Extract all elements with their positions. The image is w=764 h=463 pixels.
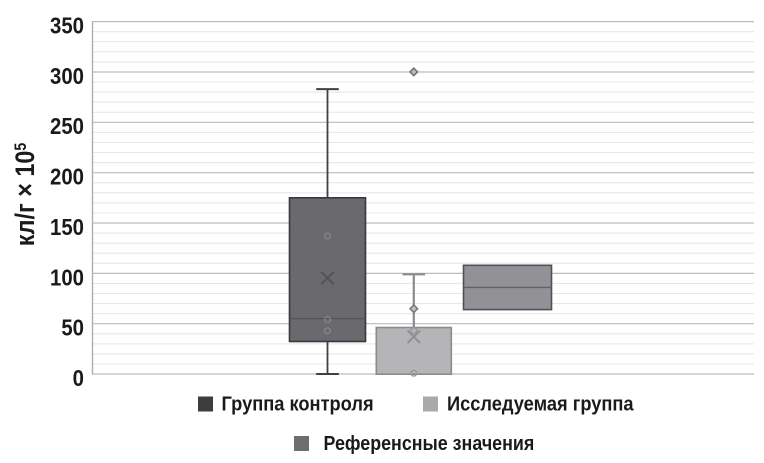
svg-text:250: 250: [50, 113, 84, 140]
svg-text:50: 50: [61, 314, 84, 341]
svg-text:200: 200: [50, 163, 84, 190]
svg-text:300: 300: [50, 63, 84, 90]
svg-text:Группа контроля: Группа контроля: [222, 394, 374, 416]
svg-text:0: 0: [73, 365, 84, 392]
svg-text:100: 100: [50, 264, 84, 291]
svg-text:350: 350: [50, 12, 84, 39]
svg-text:150: 150: [50, 214, 84, 241]
svg-text:Референсные значения: Референсные значения: [324, 433, 535, 455]
svg-text:Исследуемая группа: Исследуемая группа: [447, 394, 634, 416]
svg-text:кл/г × 105: кл/г × 105: [10, 142, 40, 246]
